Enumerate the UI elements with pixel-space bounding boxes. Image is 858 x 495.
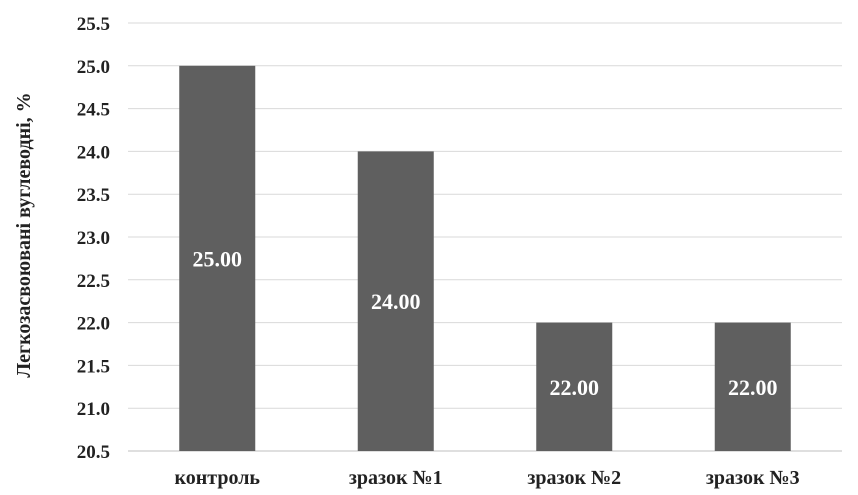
bar <box>536 322 613 451</box>
bar <box>714 322 791 451</box>
data-label: 22.00 <box>728 375 778 400</box>
y-tick-label: 24.5 <box>77 100 110 121</box>
y-tick-label: 23.5 <box>77 185 110 206</box>
y-tick-label: 21.0 <box>77 399 110 420</box>
data-label: 22.00 <box>550 375 600 400</box>
y-tick-label: 20.5 <box>77 442 110 463</box>
y-axis-label: Легкозасвоювані вуглеводні, % <box>13 92 35 377</box>
y-tick-label: 22.5 <box>77 271 110 292</box>
bar <box>179 65 256 452</box>
y-tick-label: 25.5 <box>77 14 110 35</box>
x-category-label: зразок №1 <box>349 467 443 489</box>
x-axis-categories: контроль зразок №1 зразок №2 зразок №3 <box>174 467 799 489</box>
y-tick-label: 21.5 <box>77 356 110 377</box>
y-tick-label: 24.0 <box>77 142 110 163</box>
bars <box>179 65 791 452</box>
y-tick-label: 22.0 <box>77 314 110 335</box>
y-tick-label: 23.0 <box>77 228 110 249</box>
x-category-label: зразок №3 <box>706 467 800 489</box>
data-labels: 25.00 24.00 22.00 22.00 <box>193 246 778 399</box>
y-tick-label: 25.0 <box>77 57 110 78</box>
bar <box>357 151 434 451</box>
y-axis-ticks: 20.5 21.0 21.5 22.0 22.5 23.0 23.5 24.0 24.5 25.0… <box>77 14 110 463</box>
x-category-label: контроль <box>174 467 260 489</box>
x-category-label: зразок №2 <box>527 467 621 489</box>
data-label: 24.00 <box>371 289 421 314</box>
data-label: 25.00 <box>193 246 243 271</box>
